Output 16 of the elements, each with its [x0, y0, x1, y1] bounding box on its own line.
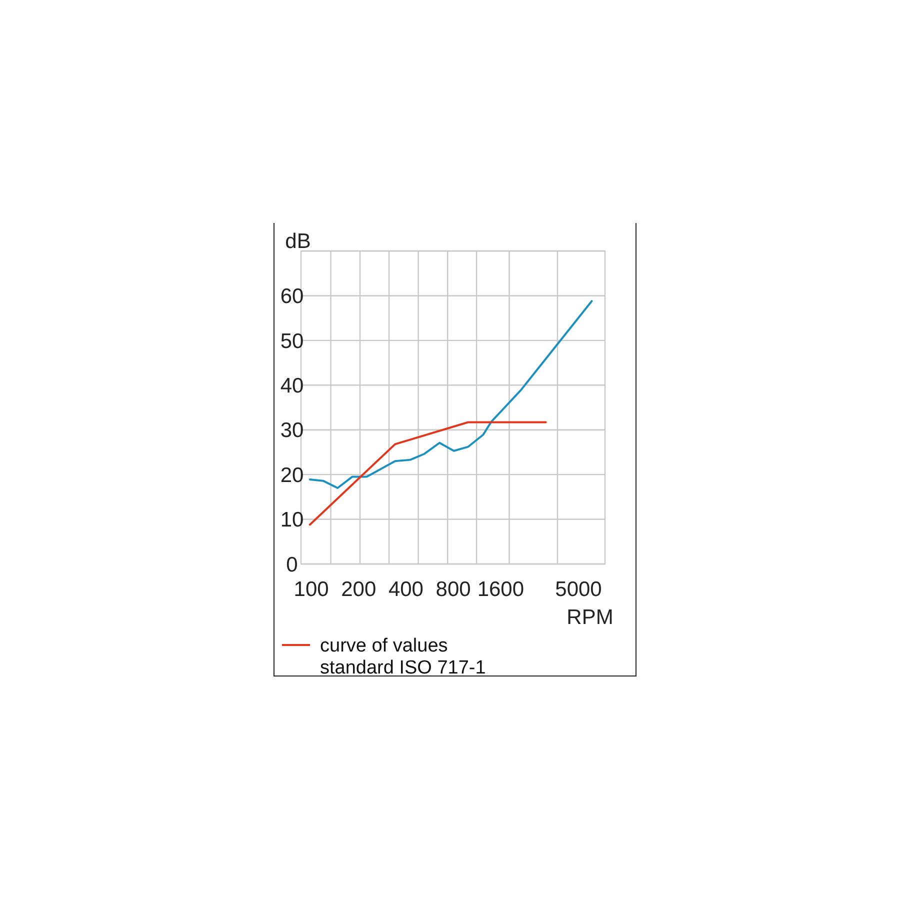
y-tick-label: 0: [286, 553, 298, 576]
x-tick-label: 1600: [477, 578, 524, 601]
y-axis-title: dB: [285, 230, 311, 253]
y-tick-label: 20: [280, 464, 304, 487]
legend-label: curve of values standard ISO 717-1: [320, 636, 486, 678]
x-tick-label: 400: [388, 578, 424, 601]
x-tick-label: 800: [436, 578, 471, 601]
y-tick-label: 40: [280, 374, 304, 398]
x-tick-label: 200: [341, 578, 376, 601]
y-tick-label: 30: [280, 419, 304, 442]
x-axis-title: RPM: [566, 606, 614, 629]
y-tick-label: 10: [280, 508, 304, 532]
y-tick-label: 60: [280, 285, 304, 308]
y-tick-label: 50: [280, 330, 304, 353]
x-tick-label: 100: [294, 578, 329, 601]
x-tick-label: 5000: [555, 578, 602, 601]
